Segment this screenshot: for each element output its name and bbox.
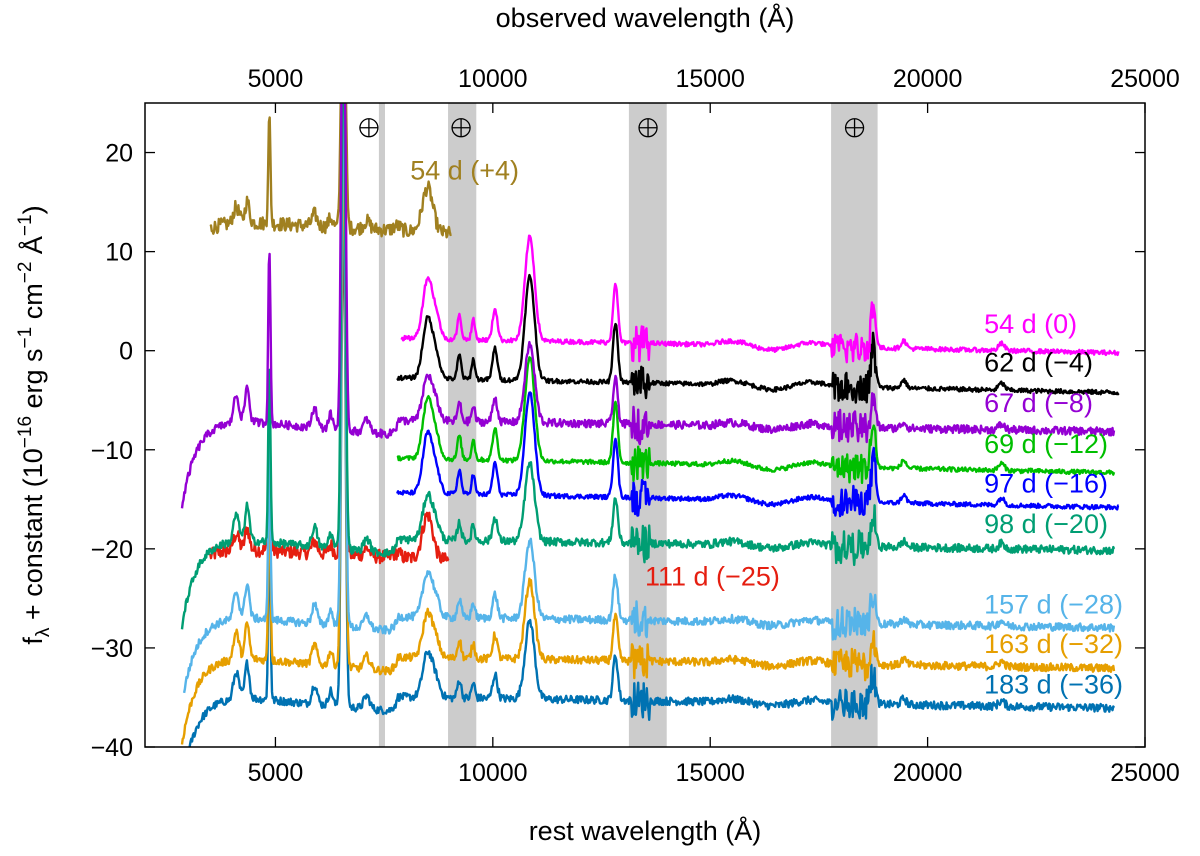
spectrum-97-d-16: [396, 391, 1120, 518]
y-axis-title: fλ + constant (10−16 erg s−1 cm−2 Å−1): [15, 205, 54, 644]
label-157-d-28: 157 d (−28): [984, 589, 1123, 619]
x-axis-title: rest wavelength (Å): [529, 815, 762, 846]
earth-icon: [844, 118, 865, 138]
x-tick-label: 5000: [248, 759, 304, 787]
spectrum-69-d-12: [396, 356, 1116, 485]
spectrum-62-d-4: [396, 273, 1120, 404]
x-tick-label: 10000: [458, 759, 528, 787]
label-98-d-20: 98 d (−20): [984, 509, 1108, 539]
label-111-d-25: 111 d (−25): [645, 562, 780, 592]
top-x-axis-title: observed wavelength (Å): [496, 2, 795, 33]
x2-tick-label: 15000: [675, 65, 745, 93]
spectrum-54-d-4: [209, 103, 452, 239]
label-54-d-0: 54 d (0): [984, 309, 1077, 339]
x-tick-label: 20000: [893, 759, 963, 787]
label-69-d-12: 69 d (−12): [984, 429, 1108, 459]
series-labels: 54 d (0) 62 d (−4) 67 d (−8) 69 d (−12) 97 d…: [410, 155, 1123, 699]
x-tick-label: 15000: [675, 759, 745, 787]
spectra-series: [180, 103, 1120, 747]
label-163-d-32: 163 d (−32): [984, 629, 1123, 659]
label-54-d-4: 54 d (+4): [410, 155, 519, 185]
y-tick-label: 20: [105, 140, 133, 168]
label-62-d-4: 62 d (−4): [984, 348, 1093, 378]
earth-icon: [359, 118, 379, 138]
x2-tick-label: 10000: [458, 65, 528, 93]
telluric-band-1: [378, 103, 385, 747]
y-tick-label: −30: [91, 635, 133, 663]
x-tick-label: 25000: [1110, 759, 1180, 787]
label-97-d-16: 97 d (−16): [984, 468, 1108, 498]
spectrum-111-d-25: [209, 221, 450, 565]
label-183-d-36: 183 d (−36): [984, 670, 1123, 700]
x2-tick-label: 20000: [893, 65, 963, 93]
label-67-d-8: 67 d (−8): [984, 388, 1093, 418]
y-tick-label: −40: [91, 734, 133, 762]
x2-tick-label: 5000: [248, 65, 304, 93]
spectrum-54-d-0: [400, 234, 1120, 364]
axis-ticks: 5000 10000 15000 20000 25000 5000 10000 15000 20…: [91, 65, 1180, 787]
spectrum-183-d-36: [188, 160, 1116, 747]
spectrum-67-d-8: [180, 103, 1116, 509]
earth-icon: [451, 118, 471, 138]
y-tick-label: −20: [91, 536, 133, 564]
x2-tick-label: 25000: [1110, 65, 1180, 93]
spectrum-163-d-32: [180, 124, 1116, 745]
y-tick-label: 10: [105, 239, 133, 267]
spectrum-98-d-20: [180, 103, 1116, 630]
spectrum-157-d-28: [182, 103, 1116, 694]
y-tick-label: −10: [91, 437, 133, 465]
plot-frame: [144, 102, 1146, 748]
y-tick-label: 0: [119, 338, 133, 366]
earth-icon: [638, 118, 658, 138]
